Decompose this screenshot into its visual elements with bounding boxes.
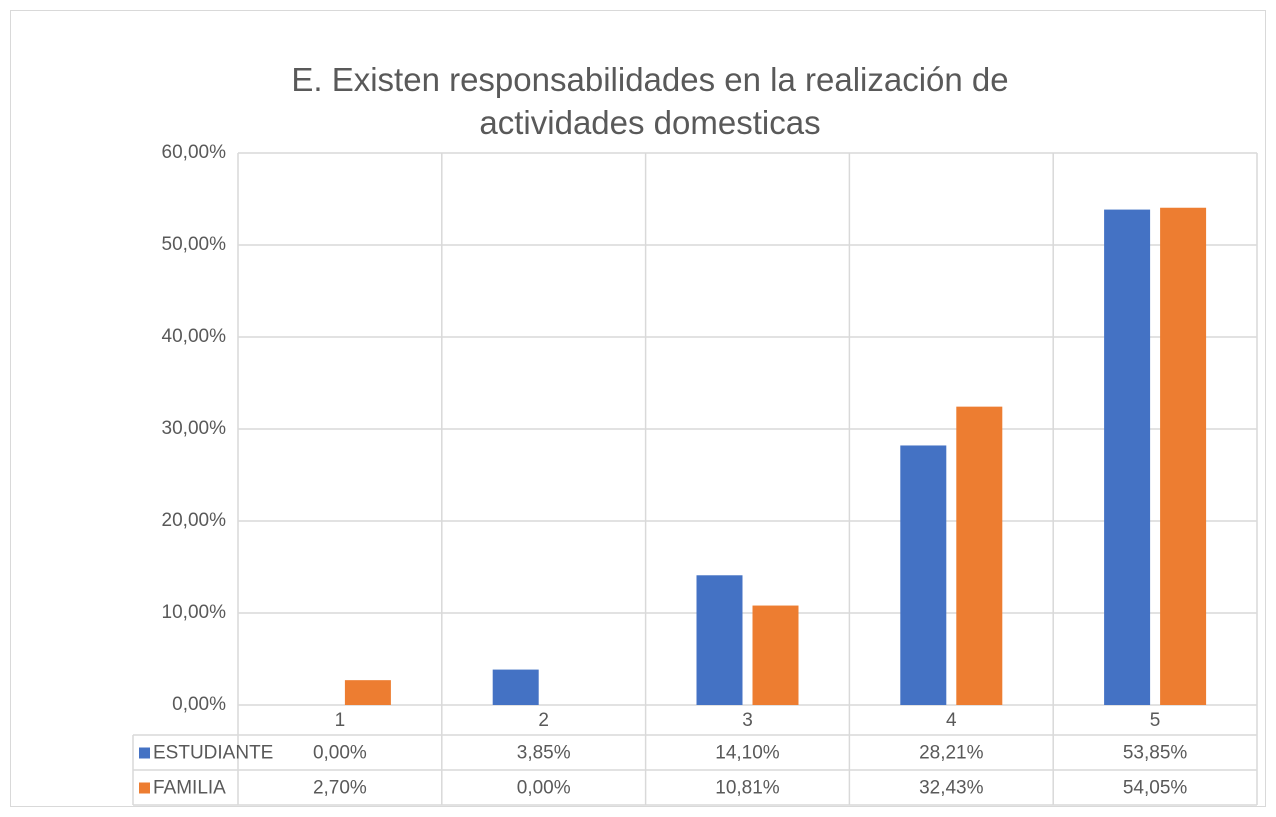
table-value: 53,85% xyxy=(1123,743,1188,764)
table-value: 2,70% xyxy=(313,778,367,799)
y-tick-label: 0,00% xyxy=(172,694,226,715)
bar xyxy=(696,575,743,705)
chart-title: E. Existen responsabilidades en la reali… xyxy=(291,61,1009,141)
x-tick-label: 2 xyxy=(538,710,549,731)
legend-label: ESTUDIANTE xyxy=(153,743,273,764)
bar xyxy=(492,669,539,705)
y-tick-label: 10,00% xyxy=(162,602,227,623)
table-value: 3,85% xyxy=(517,743,571,764)
y-tick-label: 60,00% xyxy=(162,142,227,163)
bar xyxy=(344,680,391,705)
legend-swatch xyxy=(139,747,150,759)
legend-label: FAMILIA xyxy=(153,778,226,799)
bar xyxy=(900,445,947,705)
table-value: 10,81% xyxy=(715,778,780,799)
x-tick-label: 3 xyxy=(742,710,753,731)
y-tick-label: 40,00% xyxy=(162,326,227,347)
bar xyxy=(1104,209,1151,705)
x-tick-label: 4 xyxy=(946,710,957,731)
y-tick-label: 30,00% xyxy=(162,418,227,439)
bar xyxy=(752,605,799,705)
y-tick-label: 50,00% xyxy=(162,234,227,255)
legend-swatch xyxy=(139,782,150,794)
table-value: 0,00% xyxy=(517,778,571,799)
x-tick-label: 1 xyxy=(335,710,346,731)
chart-border xyxy=(10,10,1266,807)
bar xyxy=(1160,207,1207,706)
table-value: 32,43% xyxy=(919,778,984,799)
table-value: 0,00% xyxy=(313,743,367,764)
bar xyxy=(956,406,1003,705)
y-tick-label: 20,00% xyxy=(162,510,227,531)
table-value: 28,21% xyxy=(919,743,984,764)
table-value: 14,10% xyxy=(715,743,780,764)
x-tick-label: 5 xyxy=(1150,710,1161,731)
table-value: 54,05% xyxy=(1123,778,1188,799)
